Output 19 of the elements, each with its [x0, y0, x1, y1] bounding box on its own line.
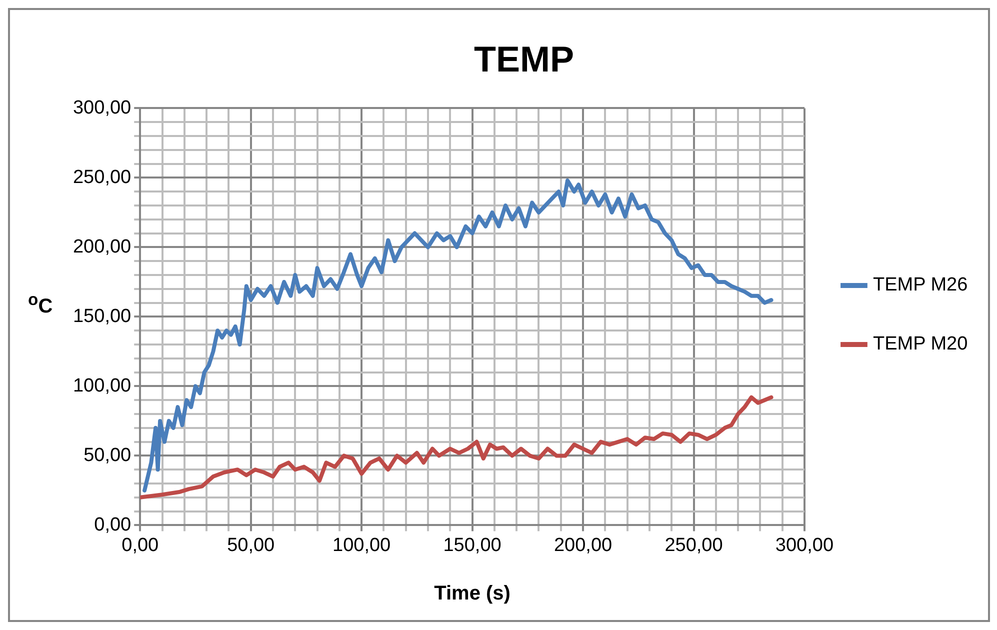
y-tick-label: 250,00 [72, 166, 132, 188]
y-tick-label: 300,00 [72, 97, 132, 118]
x-tick-label: 300,00 [775, 534, 834, 556]
y-tick-label: 0,00 [94, 514, 132, 536]
legend-label: TEMP M20 [872, 334, 968, 355]
legend-label: TEMP M26 [872, 274, 968, 296]
x-tick-label: 150,00 [443, 534, 502, 556]
y-tick-label: 100,00 [72, 375, 132, 396]
x-tick-label: 50,00 [227, 534, 275, 556]
chart-title: TEMP [474, 38, 574, 80]
x-tick-label: 250,00 [664, 534, 723, 556]
y-axis-title: $^{o}$C [28, 290, 53, 319]
x-tick-label: 0,00 [122, 534, 159, 556]
y-tick-label: 150,00 [72, 306, 132, 327]
x-tick-label: 200,00 [554, 534, 612, 556]
y-tick-label: 50,00 [84, 444, 132, 466]
x-tick-label: 100,00 [332, 534, 391, 556]
x-axis-title: Time (s) [434, 582, 510, 605]
y-tick-label: 200,00 [72, 236, 132, 258]
